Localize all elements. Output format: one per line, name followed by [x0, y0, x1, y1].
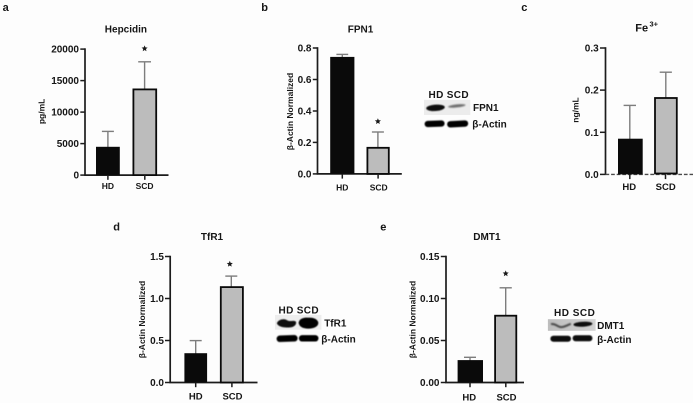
- svg-text:β-Actin Normalized: β-Actin Normalized: [285, 73, 295, 150]
- svg-text:1.0: 1.0: [150, 294, 164, 305]
- svg-text:DMT1: DMT1: [597, 321, 625, 332]
- svg-text:β-Actin: β-Actin: [321, 334, 355, 345]
- svg-text:0.00: 0.00: [420, 378, 440, 389]
- svg-text:Hepcidin: Hepcidin: [105, 25, 147, 36]
- svg-text:HD SCD: HD SCD: [429, 90, 469, 101]
- svg-text:d: d: [113, 221, 120, 233]
- svg-text:10000: 10000: [51, 108, 79, 119]
- svg-text:b: b: [261, 2, 268, 14]
- svg-text:SCD: SCD: [370, 183, 388, 193]
- svg-text:DMT1: DMT1: [473, 232, 501, 243]
- svg-text:FPN1: FPN1: [348, 25, 374, 36]
- svg-text:HD SCD: HD SCD: [554, 308, 595, 319]
- svg-text:0.1: 0.1: [585, 128, 599, 139]
- svg-text:15000: 15000: [51, 76, 79, 87]
- svg-text:HD: HD: [622, 182, 636, 193]
- svg-text:HD: HD: [462, 392, 476, 403]
- svg-text:0.2: 0.2: [585, 86, 599, 97]
- svg-text:0.5: 0.5: [150, 336, 164, 347]
- svg-text:0.3: 0.3: [585, 44, 599, 55]
- svg-text:0: 0: [73, 171, 79, 182]
- svg-text:0.0: 0.0: [585, 170, 599, 181]
- svg-text:SCD: SCD: [222, 392, 242, 403]
- svg-text:0.05: 0.05: [420, 336, 440, 347]
- svg-text:0.6: 0.6: [298, 75, 312, 86]
- svg-text:c: c: [521, 2, 527, 14]
- svg-text:FPN1: FPN1: [473, 103, 499, 114]
- svg-text:1.5: 1.5: [150, 252, 164, 263]
- svg-text:0.4: 0.4: [298, 107, 312, 118]
- svg-text:0.10: 0.10: [420, 294, 440, 305]
- svg-text:β-Actin: β-Actin: [472, 120, 506, 131]
- svg-text:SCD: SCD: [136, 181, 154, 191]
- svg-text:0.0: 0.0: [298, 170, 312, 181]
- svg-text:0.8: 0.8: [298, 44, 312, 55]
- svg-text:0.15: 0.15: [420, 252, 440, 263]
- svg-text:ng/mL: ng/mL: [571, 97, 581, 123]
- svg-text:0.0: 0.0: [150, 378, 164, 389]
- svg-text:β-Actin: β-Actin: [597, 335, 631, 346]
- svg-text:3+: 3+: [650, 20, 659, 29]
- svg-text:SCD: SCD: [656, 182, 676, 193]
- svg-text:e: e: [380, 221, 386, 233]
- svg-text:0.2: 0.2: [298, 138, 312, 149]
- svg-text:HD: HD: [336, 183, 348, 193]
- svg-text:SCD: SCD: [496, 392, 516, 403]
- svg-text:pg/mL: pg/mL: [37, 99, 47, 125]
- svg-text:HD: HD: [102, 181, 114, 191]
- svg-text:5000: 5000: [57, 139, 80, 150]
- svg-text:Fe: Fe: [635, 23, 648, 35]
- svg-text:a: a: [3, 2, 10, 14]
- svg-text:HD: HD: [189, 392, 203, 403]
- svg-text:20000: 20000: [51, 45, 79, 56]
- svg-text:HD SCD: HD SCD: [279, 306, 319, 317]
- svg-text:TfR1: TfR1: [201, 232, 224, 243]
- svg-text:TfR1: TfR1: [324, 318, 347, 329]
- svg-text:β-Actin Normalized: β-Actin Normalized: [137, 281, 147, 358]
- svg-text:β-Actin Normalized: β-Actin Normalized: [407, 281, 417, 358]
